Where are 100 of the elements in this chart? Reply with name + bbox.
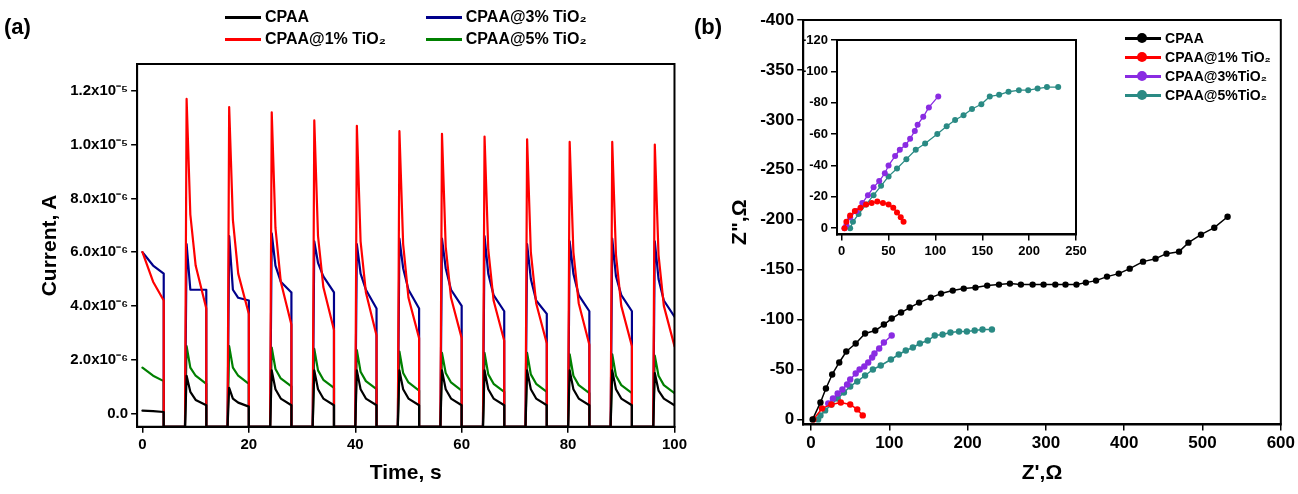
point: [934, 131, 941, 138]
point: [864, 192, 871, 199]
y-axis-title: Current, A: [37, 194, 61, 297]
point: [988, 326, 996, 333]
x-tick-label: 50: [881, 242, 896, 258]
point: [916, 340, 924, 347]
point: [1015, 87, 1022, 94]
point: [995, 281, 1003, 288]
point: [963, 328, 971, 335]
point: [894, 165, 900, 172]
y-tick-label: 6.0x10⁻⁶: [70, 242, 129, 260]
point: [900, 218, 907, 225]
point: [960, 112, 967, 119]
point: [939, 331, 946, 338]
y-tick-label: -300: [760, 109, 795, 129]
legend-label: CPAA@1% TiO₂: [1165, 49, 1271, 65]
y-tick-label: -20: [809, 188, 829, 204]
point: [849, 218, 856, 225]
point: [896, 146, 903, 153]
point: [890, 204, 897, 211]
point: [888, 315, 895, 322]
point: [837, 399, 845, 406]
point: [885, 201, 892, 208]
y-tick-label: 0: [784, 409, 795, 429]
point: [1062, 281, 1069, 288]
point: [903, 156, 910, 163]
point: [911, 127, 918, 134]
x-tick-label: 100: [924, 242, 947, 258]
point: [947, 329, 954, 336]
y-tick-label: 1.2x10⁻⁵: [70, 81, 129, 99]
y-tick-label: -50: [769, 359, 795, 379]
y-tick-label: -400: [760, 9, 795, 29]
point: [861, 363, 868, 370]
point: [1211, 224, 1218, 231]
legend-label: CPAA@3%TiO₂: [1165, 68, 1267, 84]
point: [1092, 277, 1100, 284]
y-axis-title: Z",Ω: [727, 199, 751, 245]
y-tick-label: -60: [809, 125, 829, 141]
point: [1029, 281, 1036, 288]
point: [1163, 250, 1170, 257]
point: [847, 376, 854, 383]
point: [920, 113, 927, 120]
legend-label: CPAA: [1165, 30, 1204, 46]
point: [907, 135, 914, 142]
legend-label: CPAA@5%TiO₂: [1165, 87, 1267, 103]
point: [852, 370, 859, 377]
point: [909, 344, 917, 351]
x-axis-title: Time, s: [369, 460, 442, 484]
x-tick-label: 150: [971, 242, 994, 258]
x-tick-label: 20: [240, 434, 258, 452]
point: [1115, 270, 1122, 277]
point: [925, 104, 932, 111]
x-tick-label: 200: [953, 433, 982, 453]
point: [1224, 213, 1231, 220]
point: [874, 198, 881, 205]
y-tick-label: 2.0x10⁻⁶: [70, 349, 129, 367]
point: [968, 105, 975, 112]
point: [1103, 273, 1111, 280]
y-tick-label: -80: [809, 94, 829, 110]
point: [861, 330, 869, 337]
point: [1034, 85, 1041, 92]
point: [892, 153, 899, 160]
point: [843, 381, 851, 388]
x-tick-label: 80: [559, 434, 577, 452]
text: (a): [4, 14, 31, 40]
point: [1175, 248, 1183, 255]
point: [836, 359, 843, 366]
text: (b): [694, 14, 723, 40]
point: [984, 282, 991, 289]
point: [880, 321, 888, 328]
point: [1052, 281, 1059, 288]
y-tick-label: -100: [801, 62, 829, 78]
legend-label: CPAA: [264, 8, 310, 26]
point: [1073, 281, 1080, 288]
point: [915, 299, 923, 306]
point: [1185, 239, 1192, 246]
point: [955, 328, 963, 335]
y-tick-label: -100: [760, 309, 795, 329]
point: [943, 123, 950, 130]
point: [1006, 280, 1014, 287]
point: [978, 101, 985, 108]
point: [887, 356, 895, 363]
point: [906, 304, 913, 311]
point: [949, 287, 956, 294]
point: [876, 178, 883, 185]
point: [865, 359, 872, 366]
point: [834, 390, 841, 397]
point: [885, 162, 892, 169]
x-tick-label: 0: [838, 242, 846, 258]
point: [870, 184, 877, 191]
x-tick-label: 300: [1031, 433, 1061, 453]
point: [888, 332, 895, 339]
x-tick-label: 400: [1110, 433, 1139, 453]
y-tick-label: 0.0: [107, 403, 129, 421]
y-tick-label: 1.0x10⁻⁵: [70, 134, 129, 152]
point: [1025, 87, 1032, 94]
point: [843, 348, 850, 355]
point: [817, 412, 824, 419]
point: [870, 192, 877, 199]
point: [937, 290, 945, 297]
